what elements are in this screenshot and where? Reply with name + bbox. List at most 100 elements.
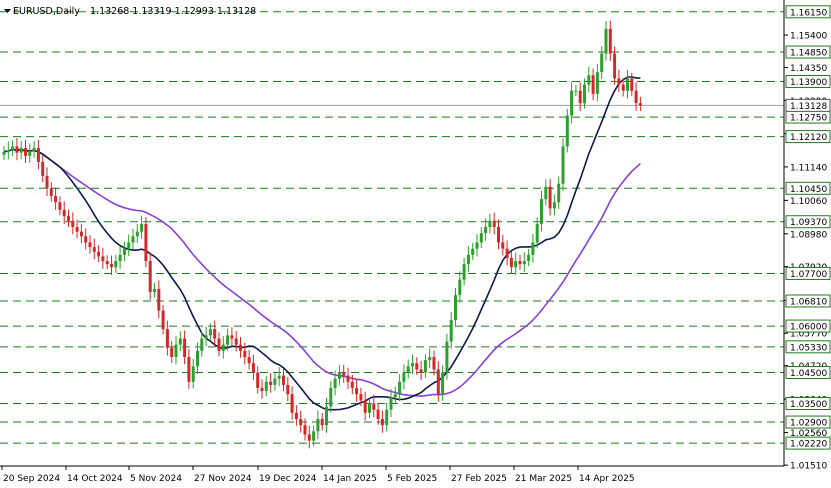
candle-body bbox=[350, 381, 354, 389]
candle-body bbox=[316, 418, 320, 432]
candle-body bbox=[561, 146, 565, 184]
candle-body bbox=[247, 357, 251, 364]
candle-body bbox=[320, 418, 324, 426]
candle-body bbox=[282, 375, 285, 385]
candle-body bbox=[608, 28, 612, 54]
x-axis-label: 14 Oct 2024 bbox=[67, 474, 123, 484]
candle-body bbox=[127, 242, 131, 249]
candle-body bbox=[591, 75, 595, 94]
level-label-box bbox=[785, 340, 831, 354]
candle-body bbox=[290, 394, 294, 413]
candle-body bbox=[595, 72, 599, 94]
candle-body bbox=[337, 372, 341, 379]
level-label-box bbox=[785, 436, 831, 450]
candle-body bbox=[260, 388, 264, 392]
candle-body bbox=[101, 256, 105, 262]
candle-body bbox=[312, 431, 316, 441]
candle-body bbox=[36, 148, 40, 162]
candle-body bbox=[264, 381, 268, 392]
candle-body bbox=[45, 175, 49, 189]
candle-body bbox=[170, 347, 174, 358]
level-label-box bbox=[785, 396, 831, 410]
candle-body bbox=[359, 394, 363, 401]
candle-body bbox=[71, 220, 75, 227]
ma-slow-line bbox=[3, 148, 641, 397]
candle-body bbox=[286, 384, 290, 395]
candle-body bbox=[299, 418, 303, 426]
candle-body bbox=[527, 254, 531, 262]
chart-header: EURUSD,Daily 1.13268 1.13319 1.12993 1.1… bbox=[4, 6, 256, 17]
candle-body bbox=[501, 242, 505, 249]
candle-body bbox=[604, 28, 608, 54]
level-label: 1.06810 bbox=[790, 297, 827, 307]
candle-body bbox=[208, 329, 212, 336]
candle-body bbox=[157, 288, 161, 311]
level-label-box bbox=[785, 215, 831, 229]
candle-body bbox=[49, 188, 53, 197]
candle-body bbox=[32, 148, 36, 152]
candle-body bbox=[196, 350, 199, 367]
candle-body bbox=[544, 186, 548, 200]
candle-body bbox=[540, 199, 543, 224]
candle-body bbox=[621, 84, 625, 91]
x-axis-label: 14 Apr 2025 bbox=[579, 474, 635, 484]
y-tick-label: 1.10060 bbox=[790, 197, 827, 207]
candle-body bbox=[432, 357, 436, 370]
candle-body bbox=[204, 335, 208, 339]
candle-body bbox=[140, 223, 144, 232]
candle-body bbox=[15, 146, 19, 153]
candle-body bbox=[402, 372, 406, 382]
candle-body bbox=[449, 319, 453, 342]
y-tick-label: 1.08980 bbox=[790, 230, 827, 240]
candle-body bbox=[393, 394, 397, 398]
y-tick-label: 1.15400 bbox=[790, 32, 827, 42]
x-axis-label: 19 Dec 2024 bbox=[259, 474, 317, 484]
candle-body bbox=[484, 226, 488, 234]
candle-body bbox=[368, 403, 371, 413]
level-label-box bbox=[785, 294, 831, 308]
candle-body bbox=[269, 381, 273, 385]
candle-body bbox=[497, 226, 500, 243]
x-axis-label: 21 Mar 2025 bbox=[515, 474, 572, 484]
candle-body bbox=[230, 335, 234, 339]
level-label-box bbox=[785, 319, 831, 333]
x-axis-labels: 20 Sep 2024 14 Oct 2024 5 Nov 2024 27 Nov 2… bbox=[1, 466, 635, 484]
current-price-label: 1.13128 bbox=[790, 102, 827, 112]
level-label: 1.05330 bbox=[790, 343, 827, 353]
candle-body bbox=[200, 338, 204, 351]
candle-body bbox=[183, 338, 187, 358]
candle-body bbox=[11, 146, 15, 151]
candle-body bbox=[509, 257, 513, 268]
candle-body bbox=[213, 329, 217, 339]
level-label: 1.16150 bbox=[790, 8, 827, 18]
candle-body bbox=[217, 338, 221, 351]
dropdown-triangle-icon[interactable] bbox=[4, 9, 11, 13]
level-label: 1.14850 bbox=[790, 49, 827, 59]
candle-body bbox=[346, 375, 350, 382]
candle-body bbox=[122, 248, 126, 255]
level-label: 1.12750 bbox=[790, 114, 827, 124]
candle-body bbox=[531, 242, 535, 255]
candle-body bbox=[243, 350, 247, 358]
candle-body bbox=[28, 151, 32, 156]
candle-body bbox=[557, 183, 561, 203]
candle-body bbox=[333, 378, 337, 389]
level-label: 1.06000 bbox=[790, 323, 827, 333]
level-label: 1.03500 bbox=[790, 400, 827, 410]
candle-body bbox=[135, 231, 139, 237]
candle-body bbox=[307, 434, 311, 441]
candle-body bbox=[522, 261, 526, 265]
candle-body bbox=[587, 75, 591, 85]
candle-body bbox=[462, 264, 466, 280]
level-label: 1.12120 bbox=[790, 133, 827, 143]
level-label-box bbox=[785, 415, 831, 429]
candle-body bbox=[84, 236, 88, 243]
x-axis-label: 20 Sep 2024 bbox=[3, 474, 60, 484]
candle-body bbox=[303, 425, 307, 435]
y-tick-label: 1.05770 bbox=[790, 330, 827, 340]
y-tick-label: 1.01510 bbox=[790, 462, 827, 472]
candle-body bbox=[535, 223, 539, 243]
candle-body bbox=[466, 254, 470, 265]
current-price-box bbox=[785, 98, 831, 112]
